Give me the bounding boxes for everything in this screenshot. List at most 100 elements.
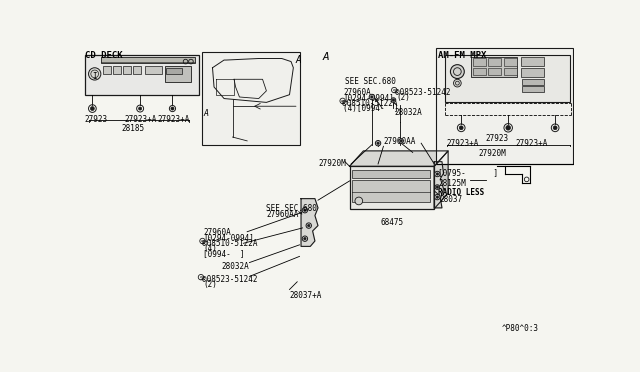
Text: ®08523-51242: ®08523-51242 [202, 275, 257, 284]
Text: 27960AA: 27960AA [266, 210, 299, 219]
Circle shape [435, 195, 440, 200]
Text: AM-FM MPX: AM-FM MPX [438, 51, 486, 60]
Bar [504, 58, 516, 66]
Bar [488, 68, 501, 76]
Text: 28032A: 28032A [394, 108, 422, 117]
Text: SEE SEC.680: SEE SEC.680 [266, 204, 317, 213]
Bar [123, 66, 131, 74]
Bar [520, 68, 543, 77]
Text: 68475: 68475 [380, 218, 403, 227]
Polygon shape [301, 199, 318, 246]
Text: 27923+A: 27923+A [447, 139, 479, 148]
Text: A: A [323, 52, 330, 62]
Bar [504, 68, 516, 76]
Bar [352, 180, 431, 202]
Bar [164, 66, 191, 81]
Text: 27960AA: 27960AA [383, 137, 416, 146]
Circle shape [399, 139, 403, 143]
Text: 27960A: 27960A [204, 228, 231, 237]
Circle shape [371, 96, 373, 98]
Circle shape [302, 208, 308, 213]
Text: ®08510-5122A: ®08510-5122A [342, 99, 397, 108]
Text: 28037+A: 28037+A [289, 291, 322, 300]
Bar [471, 57, 517, 77]
Polygon shape [349, 151, 448, 166]
Circle shape [139, 107, 141, 110]
Bar [166, 68, 182, 74]
Circle shape [302, 236, 308, 241]
Bar [488, 58, 501, 66]
Polygon shape [435, 151, 448, 209]
Text: [0795-      ]: [0795- ] [438, 168, 498, 177]
Bar [520, 57, 543, 66]
Circle shape [304, 209, 306, 211]
Polygon shape [435, 162, 444, 208]
Text: SEE SEC.680: SEE SEC.680 [345, 77, 396, 86]
Bar [436, 48, 573, 164]
Text: S: S [201, 240, 204, 245]
Text: (2): (2) [204, 280, 217, 289]
Text: ®08510-5122A: ®08510-5122A [202, 239, 257, 248]
Text: 27923+A: 27923+A [125, 115, 157, 124]
Text: 27923+A: 27923+A [157, 115, 189, 124]
Circle shape [400, 140, 403, 142]
Circle shape [435, 171, 440, 177]
Text: 28032A: 28032A [221, 262, 250, 271]
Circle shape [436, 173, 438, 175]
Text: (2): (2) [397, 93, 410, 102]
Text: S: S [392, 89, 396, 94]
Bar [202, 52, 300, 145]
Circle shape [451, 65, 464, 78]
Text: ^P80^0:3: ^P80^0:3 [501, 324, 538, 333]
Text: RADIO LESS: RADIO LESS [438, 188, 484, 197]
Text: (4)[0994-  ]: (4)[0994- ] [344, 104, 399, 113]
Circle shape [392, 99, 395, 101]
Circle shape [308, 224, 310, 227]
Text: [0294-0994]: [0294-0994] [344, 93, 394, 102]
Circle shape [460, 126, 463, 130]
Circle shape [436, 186, 438, 188]
Circle shape [90, 107, 94, 110]
Text: 27920M: 27920M [319, 158, 346, 168]
Text: A: A [296, 55, 301, 65]
Circle shape [171, 107, 174, 110]
Text: 27923: 27923 [486, 134, 509, 143]
Text: 28185: 28185 [122, 124, 145, 133]
Text: S: S [341, 99, 344, 105]
Bar [133, 66, 141, 74]
Bar [103, 66, 111, 74]
Text: CD DECK: CD DECK [86, 51, 123, 60]
Bar [113, 66, 121, 74]
Circle shape [553, 126, 557, 130]
Text: 27923+A: 27923+A [516, 139, 548, 148]
Bar [349, 166, 435, 209]
Circle shape [377, 142, 380, 144]
Bar [522, 78, 543, 85]
Circle shape [88, 68, 101, 80]
Bar [101, 57, 195, 63]
Text: 27920M: 27920M [479, 150, 507, 158]
Circle shape [306, 223, 312, 228]
Text: ®08523-51242: ®08523-51242 [395, 88, 451, 97]
Bar [352, 170, 431, 178]
Text: 27960A: 27960A [344, 88, 371, 97]
Text: 28037: 28037 [440, 195, 463, 204]
Text: A: A [204, 109, 208, 118]
Text: [0994-  ]: [0994- ] [204, 250, 245, 259]
Circle shape [391, 98, 396, 102]
Circle shape [375, 141, 381, 146]
Bar [145, 66, 162, 74]
Circle shape [454, 79, 461, 87]
Bar [473, 68, 486, 76]
Circle shape [435, 185, 440, 189]
Text: I: I [92, 72, 97, 81]
Text: 27923: 27923 [84, 115, 108, 124]
Circle shape [304, 238, 306, 240]
Circle shape [506, 125, 511, 130]
Text: (4): (4) [204, 244, 217, 253]
Text: 28125M: 28125M [438, 179, 466, 187]
Circle shape [369, 94, 374, 100]
Bar [473, 58, 486, 66]
Bar [522, 86, 543, 92]
Circle shape [355, 197, 363, 205]
